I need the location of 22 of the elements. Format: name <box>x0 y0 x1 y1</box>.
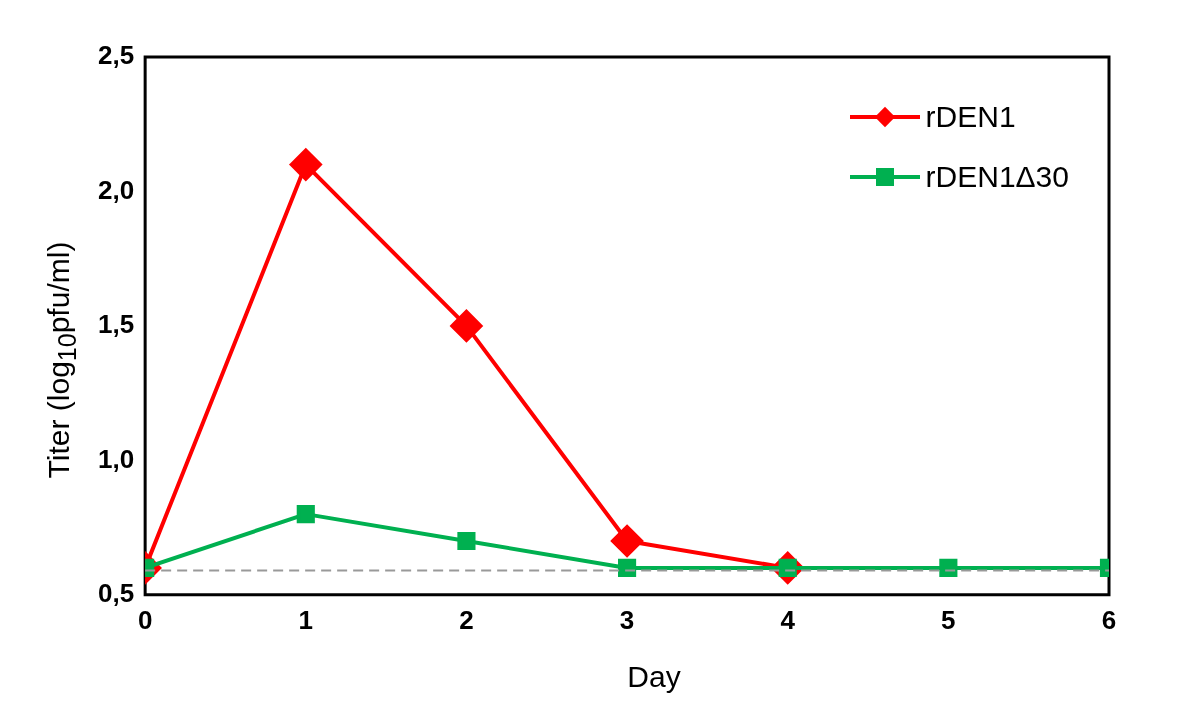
point <box>939 558 958 577</box>
point <box>618 558 637 577</box>
point <box>296 505 315 524</box>
y-tick-label: 2,5 <box>97 40 135 71</box>
point <box>457 531 476 551</box>
x-tick-label: 0 <box>137 604 153 635</box>
y-tick-label: 0,5 <box>97 577 135 608</box>
y-tick-label: 1,0 <box>97 443 135 474</box>
x-tick-label: 1 <box>298 604 314 635</box>
point <box>289 148 322 181</box>
y-tick-label: 2,0 <box>97 174 135 205</box>
legend-label: rDEN1 <box>925 100 1016 134</box>
point <box>450 309 483 342</box>
x-tick-label: 2 <box>459 604 474 635</box>
x-tick-label: 4 <box>780 604 796 635</box>
x-tick-label: 5 <box>941 604 956 635</box>
x-tick-label: 3 <box>619 604 635 635</box>
x-axis-title: Day <box>627 660 681 694</box>
point <box>611 525 644 558</box>
y-tick-label: 1,5 <box>97 309 135 340</box>
legend-label: rDEN1Δ30 <box>925 160 1069 194</box>
x-tick-label: 6 <box>1101 604 1117 635</box>
